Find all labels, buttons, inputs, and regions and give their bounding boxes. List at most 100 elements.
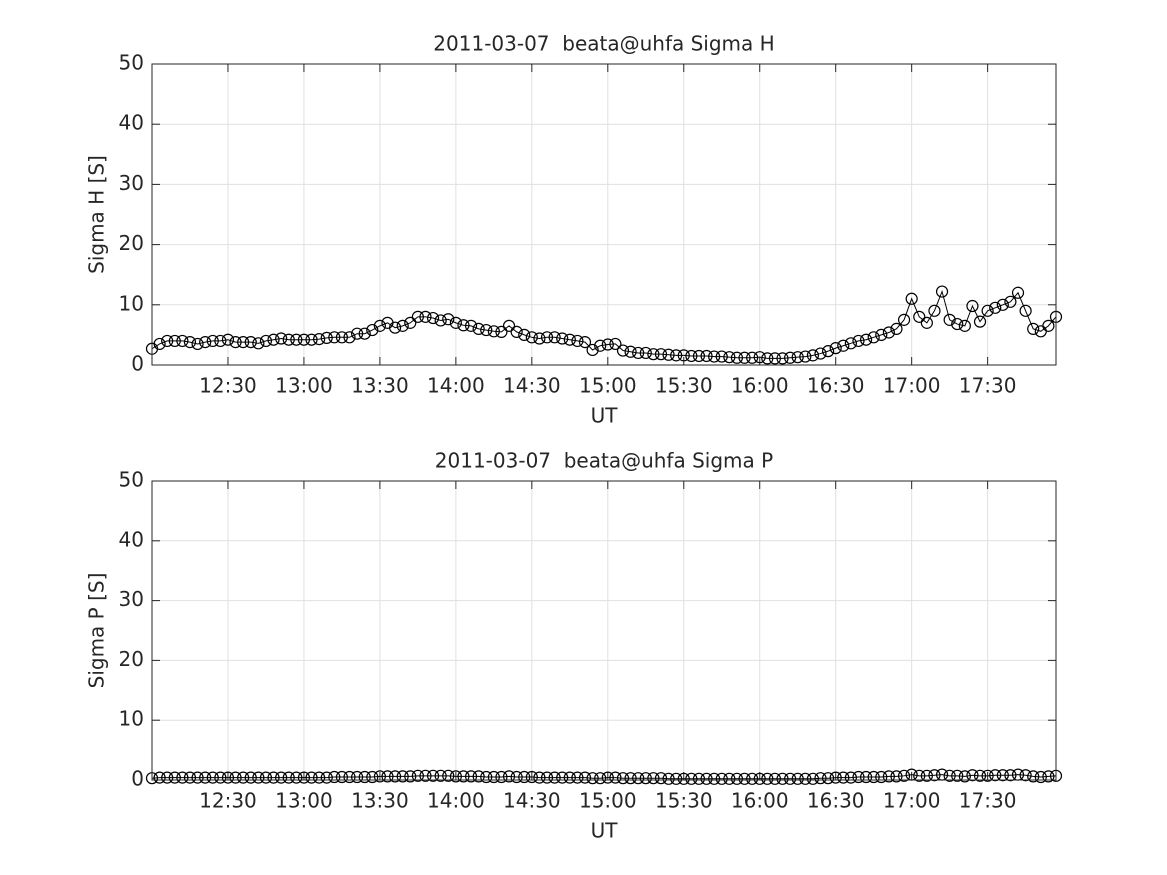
x-tick-label: 15:30 (655, 374, 713, 398)
data-point (753, 772, 766, 785)
data-point (897, 313, 911, 326)
data-point (244, 771, 257, 784)
data-point (1004, 295, 1017, 308)
x-tick-label: 13:30 (351, 789, 409, 813)
data-point (533, 771, 546, 784)
data-point (981, 769, 994, 782)
x-axis-label: UT (591, 819, 619, 843)
data-point (958, 770, 971, 783)
data-point (601, 771, 614, 784)
data-point (328, 770, 341, 784)
data-point (844, 337, 857, 350)
data-point (951, 317, 964, 331)
data-point (837, 771, 850, 784)
x-tick-label: 15:00 (579, 789, 637, 813)
data-point (791, 351, 804, 364)
data-point (320, 331, 333, 345)
data-point (373, 319, 386, 332)
data-point (221, 771, 235, 784)
data-point (351, 327, 364, 340)
x-tick-label: 17:00 (883, 374, 941, 398)
data-point (183, 336, 197, 349)
data-point (776, 352, 789, 365)
data-point (1004, 769, 1017, 782)
data-point (290, 333, 303, 346)
data-point (753, 351, 766, 364)
plot-frame (151, 63, 1057, 366)
y-tick-label: 40 (119, 527, 144, 551)
data-point (502, 770, 516, 783)
data-point (799, 772, 812, 785)
data-point (305, 771, 318, 784)
data-point (943, 313, 956, 326)
x-tick-label: 12:30 (199, 374, 257, 398)
data-point (890, 770, 903, 783)
data-point (381, 770, 394, 783)
data-point (784, 772, 797, 785)
x-tick-label: 15:00 (579, 374, 637, 398)
data-point (875, 328, 888, 341)
data-point (639, 346, 652, 360)
data-point (518, 770, 531, 784)
data-point (556, 771, 569, 784)
x-tick-label: 16:30 (807, 789, 865, 813)
data-point (670, 772, 683, 785)
y-tick-label: 40 (119, 111, 144, 135)
data-point (525, 331, 538, 344)
data-point (388, 770, 402, 783)
data-point (973, 769, 987, 782)
data-point (229, 336, 242, 349)
data-point (814, 347, 827, 360)
data-point (426, 769, 440, 782)
data-point (373, 770, 386, 783)
series-line (151, 774, 1057, 780)
data-point (677, 349, 690, 362)
data-point (510, 325, 523, 338)
data-point (199, 336, 212, 349)
data-point (943, 769, 956, 782)
data-point (806, 349, 820, 362)
data-point (176, 771, 189, 784)
x-tick-label: 17:30 (959, 789, 1017, 813)
x-axis-label: UT (591, 404, 619, 428)
data-point (966, 299, 979, 313)
series-line (151, 289, 1057, 359)
data-point (487, 325, 500, 338)
data-point (563, 333, 576, 346)
data-point (654, 772, 668, 785)
data-point (715, 350, 728, 363)
data-point (586, 343, 599, 357)
data-point (571, 771, 584, 784)
data-point (692, 772, 706, 785)
data-point (176, 334, 189, 348)
data-point (928, 304, 941, 317)
data-point (913, 310, 926, 323)
data-point (867, 331, 880, 344)
data-point (282, 333, 295, 346)
data-point (814, 772, 827, 785)
data-point (472, 322, 485, 335)
data-point (594, 339, 607, 352)
data-point (897, 769, 911, 782)
data-point (859, 333, 873, 346)
data-point (480, 770, 493, 784)
data-point (548, 771, 561, 784)
data-point (449, 770, 462, 783)
x-tick-label: 17:30 (959, 374, 1017, 398)
x-tick-label: 13:00 (275, 789, 333, 813)
data-point (396, 770, 409, 783)
data-point (183, 771, 197, 784)
data-point (442, 313, 455, 326)
data-point (708, 350, 721, 363)
data-point (442, 769, 455, 782)
data-point (525, 770, 538, 784)
data-point (419, 310, 432, 323)
data-point (791, 772, 804, 785)
x-tick-label: 14:30 (503, 789, 561, 813)
data-point (799, 350, 812, 363)
data-point (457, 770, 470, 783)
data-point (989, 769, 1002, 782)
data-point (1011, 286, 1025, 299)
data-point (578, 771, 592, 784)
y-tick-label: 50 (119, 468, 144, 492)
